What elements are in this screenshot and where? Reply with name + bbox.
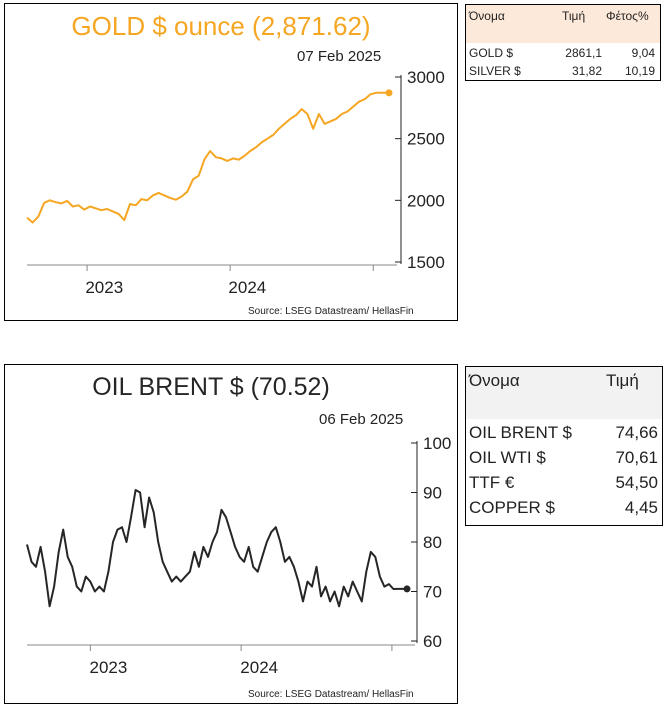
- table-row: COPPER $ 4,45: [466, 497, 662, 522]
- wti-row-name: OIL WTI $: [469, 448, 546, 467]
- gold-row-ytd: 9,04: [631, 46, 655, 60]
- gold-chart-title: GOLD $ ounce (2,871.62): [71, 11, 371, 41]
- silver-row-ytd: 10,19: [624, 64, 655, 78]
- y-tick-label: 60: [423, 632, 442, 651]
- y-tick-label: 90: [423, 484, 442, 503]
- gold-table-header: Όνομα Τιμή Φέτος%: [466, 5, 660, 43]
- gold-chart-source: Source: LSEG Datastream/ HellasFin: [248, 306, 414, 317]
- silver-row-price: 31,82: [571, 64, 602, 78]
- brent-row-price: 74,66: [615, 423, 658, 442]
- x-tick-label: 2023: [85, 278, 123, 297]
- ttf-row-name: TTF €: [469, 473, 515, 492]
- oil-table-header-price: Τιμή: [606, 371, 639, 390]
- table-row: OIL WTI $ 70,61: [466, 447, 662, 472]
- oil-price-table: Όνομα Τιμή OIL BRENT $ 74,66 OIL WTI $ 7…: [465, 366, 663, 526]
- copper-row-price: 4,45: [624, 498, 658, 517]
- gold-chart-svg: 2023 2024 1500 2000 2500 3000: [26, 68, 445, 297]
- oil-table-header-name: Όνομα: [469, 371, 520, 390]
- y-tick-label: 1500: [407, 253, 445, 272]
- gold-row-price: 2861,1: [565, 46, 602, 60]
- y-tick-label: 80: [423, 533, 442, 552]
- oil-chart-title: OIL BRENT $ (70.52): [92, 373, 330, 401]
- x-tick-label: 2024: [228, 278, 266, 297]
- gold-row-name: GOLD $: [469, 46, 514, 60]
- copper-row-name: COPPER $: [469, 498, 555, 517]
- brent-row-name: OIL BRENT $: [469, 423, 572, 442]
- silver-row-name: SILVER $: [469, 64, 521, 78]
- gold-table-header-ytd: Φέτος%: [606, 9, 649, 23]
- table-row: OIL BRENT $ 74,66: [466, 422, 662, 447]
- x-tick-label: 2024: [240, 658, 278, 677]
- table-row: TTF € 54,50: [466, 472, 662, 497]
- last-value-dot: [385, 89, 393, 97]
- series-line: [26, 91, 389, 224]
- oil-chart-svg: 2023 2024 60 70 80 90 100: [26, 434, 451, 677]
- x-tick-label: 2023: [90, 658, 128, 677]
- oil-table-header: Όνομα Τιμή: [466, 367, 662, 419]
- y-tick-label: 2500: [407, 130, 445, 149]
- gold-chart-panel: GOLD $ ounce (2,871.62) 07 Feb 2025 2023…: [4, 3, 458, 321]
- y-tick-label: 100: [423, 434, 451, 453]
- oil-chart-panel: OIL BRENT $ (70.52) 06 Feb 2025 2023 2024…: [4, 364, 458, 704]
- y-tick-label: 70: [423, 583, 442, 602]
- oil-chart-date: 06 Feb 2025: [319, 411, 404, 428]
- gold-price-table: Όνομα Τιμή Φέτος% GOLD $ 2861,1 9,04 SIL…: [465, 4, 661, 81]
- y-tick-label: 3000: [407, 68, 445, 87]
- oil-chart-source: Source: LSEG Datastream/ HellasFin: [248, 689, 414, 700]
- gold-table-header-price: Τιμή: [562, 9, 586, 23]
- wti-row-price: 70,61: [615, 448, 658, 467]
- table-row: SILVER $ 31,82 10,19: [466, 63, 660, 81]
- gold-table-header-name: Όνομα: [469, 9, 505, 23]
- series-line: [26, 489, 407, 608]
- gold-chart-date: 07 Feb 2025: [297, 48, 382, 65]
- table-row: GOLD $ 2861,1 9,04: [466, 45, 660, 63]
- y-tick-label: 2000: [407, 191, 445, 210]
- last-value-dot: [403, 585, 411, 593]
- ttf-row-price: 54,50: [615, 473, 658, 492]
